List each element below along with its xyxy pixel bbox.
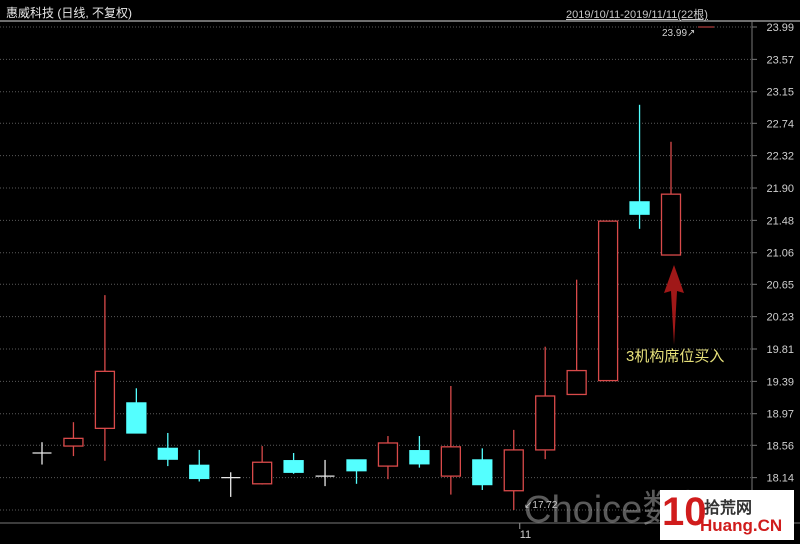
candle-body [63,437,84,447]
candle-body [377,442,399,467]
date-range[interactable]: 2019/10/11-2019/11/11(22根) [566,9,708,21]
y-tick-label: 18.56 [766,440,794,452]
candle-body [566,369,587,396]
chart-title: 惠威科技 (日线, 不复权) [6,6,132,20]
y-tick-label: 23.15 [766,87,794,99]
candle-body [126,402,147,434]
candle-body [597,220,619,382]
y-tick-label: 20.23 [766,312,794,324]
logo-en: Huang.CN [700,516,783,535]
candle-body [472,459,493,486]
y-tick-label: 20.65 [766,279,794,291]
min-price-label: ↙17.72 [524,500,558,511]
logo-number: 10 [662,490,707,534]
candle-body [440,446,462,477]
candle-body [189,464,210,480]
y-tick-label: 21.90 [766,183,794,195]
candle-body [629,201,650,215]
y-tick-label: 22.74 [766,118,794,130]
y-tick-label: 23.57 [766,54,794,66]
logo-cn: 拾荒网 [704,500,753,517]
candle-body [535,395,556,451]
candle-body [157,447,178,460]
max-price-label: 23.99↗ [662,28,696,39]
y-tick-label: 21.06 [766,248,794,260]
y-tick-label: 19.81 [766,344,794,356]
y-tick-label: 22.32 [766,151,794,163]
site-logo: 10 拾荒网 Huang.CN [660,490,794,540]
y-tick-label: 19.39 [766,376,794,388]
y-tick-label: 18.14 [766,473,794,485]
annotation-arrow [664,265,684,346]
y-tick-label: 21.48 [766,215,794,227]
x-tick-label: 11 [520,529,531,541]
candle-body [660,193,682,256]
annotation-text: 3机构席位买入 [626,348,725,365]
candle-body [409,450,430,465]
y-tick-label: 18.97 [766,409,794,421]
candle-body [251,461,273,485]
y-tick-label: 23.99 [766,22,794,34]
candle-body [283,460,304,473]
candle-body [346,459,367,472]
candle-body [503,449,524,492]
candle-body [94,370,116,429]
